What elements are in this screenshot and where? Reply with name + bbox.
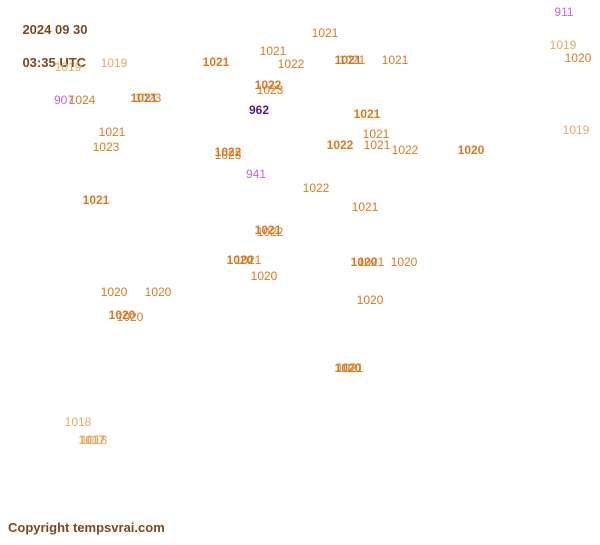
pressure-value-point: 1021: [382, 54, 409, 66]
pressure-value-point: 1022: [392, 144, 419, 156]
pressure-value-point: 1020: [565, 52, 592, 64]
pressure-value-point: 1019: [563, 124, 590, 136]
pressure-value-point: 1020: [101, 286, 128, 298]
pressure-value-point: 1023: [257, 84, 284, 96]
pressure-value-point: 1021: [235, 254, 262, 266]
pressure-value-point: 1021: [260, 45, 287, 57]
timestamp-header: 2024 09 30 03:35 UTC: [8, 6, 88, 87]
pressure-value-point: 1021: [364, 139, 391, 151]
pressure-value-point: 1020: [391, 256, 418, 268]
pressure-value-point: 1022: [278, 58, 305, 70]
pressure-value-point: 1019: [55, 61, 82, 73]
pressure-value-point: 1022: [257, 226, 284, 238]
pressure-value-point: 1020: [117, 311, 144, 323]
pressure-value-point: 1022: [327, 139, 354, 151]
pressure-value-point: 1021: [99, 126, 126, 138]
pressure-value-point: 1023: [135, 92, 162, 104]
pressure-value-point: 1021: [354, 108, 381, 120]
pressure-value-point: 1019: [101, 57, 128, 69]
pressure-value-point: 941: [246, 168, 266, 180]
pressure-value-point: 1020: [458, 144, 485, 156]
pressure-value-point: 1020: [357, 294, 384, 306]
pressure-value-point: 1024: [69, 94, 96, 106]
pressure-scatter-canvas: 2024 09 30 03:35 UTC 911 1021 1019 1021 1020…: [0, 0, 600, 545]
pressure-value-point: 1021: [352, 201, 379, 213]
pressure-value-point: 962: [249, 104, 269, 116]
pressure-value-point: 1019: [550, 39, 577, 51]
pressure-value-point: 1021: [83, 194, 110, 206]
pressure-value-point: 1020: [251, 270, 278, 282]
pressure-value-point: 1022: [303, 182, 330, 194]
pressure-value-point: 1023: [215, 149, 242, 161]
pressure-value-point: 911: [554, 6, 573, 18]
pressure-value-point: 1021: [339, 54, 366, 66]
header-date: 2024 09 30: [22, 22, 87, 37]
pressure-value-point: 1021: [358, 256, 385, 268]
pressure-value-point: 1020: [145, 286, 172, 298]
copyright-footer: Copyright tempsvrai.com: [8, 520, 165, 535]
pressure-value-point: 1018: [81, 434, 108, 446]
pressure-value-point: 1021: [337, 362, 364, 374]
pressure-value-point: 1021: [312, 27, 339, 39]
pressure-value-point: 1018: [65, 416, 92, 428]
pressure-value-point: 1023: [93, 141, 120, 153]
pressure-value-point: 1021: [203, 56, 230, 68]
